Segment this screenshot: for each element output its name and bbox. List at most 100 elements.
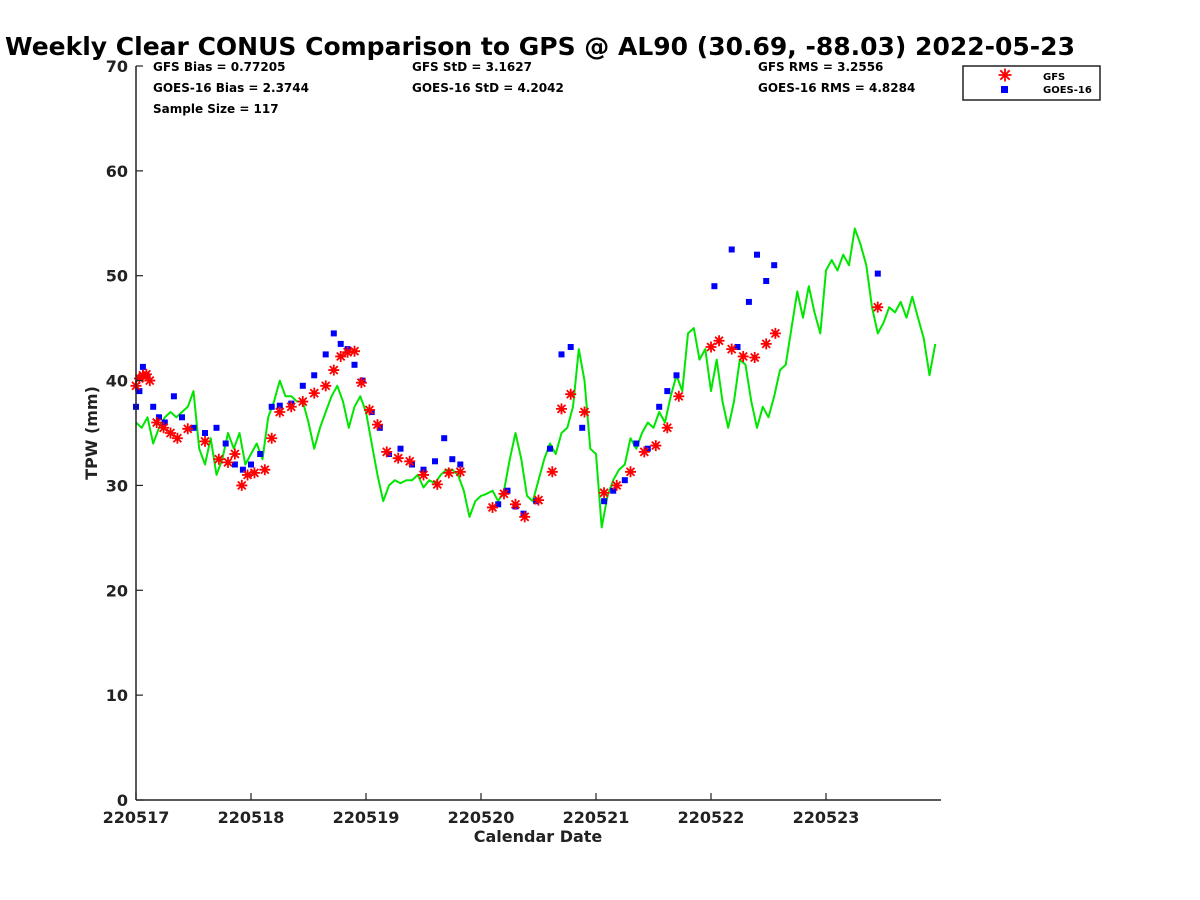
gfs-point	[519, 511, 531, 523]
x-tick-label: 220523	[793, 808, 860, 827]
goes-point	[579, 424, 586, 431]
gfs-point	[144, 375, 156, 387]
goes-point	[156, 414, 162, 421]
y-tick-label: 0	[117, 791, 128, 810]
x-tick-label: 220518	[218, 808, 285, 827]
goes-point	[547, 445, 553, 452]
goes-point	[322, 351, 329, 358]
gfs-point	[404, 455, 416, 467]
goes-point	[567, 344, 574, 350]
goes-point	[621, 477, 628, 484]
gfs-point	[236, 479, 248, 491]
gfs-point	[137, 369, 149, 381]
chart-title: Weekly Clear CONUS Comparison to GPS @ A…	[5, 32, 1075, 61]
gfs-point	[638, 446, 650, 458]
gfs-point	[673, 390, 685, 402]
x-tick-label: 220521	[563, 808, 630, 827]
gfs-point	[533, 494, 544, 506]
gfs-point	[151, 417, 163, 429]
goes-point	[179, 414, 185, 421]
gfs-point	[274, 406, 286, 418]
gfs-point	[546, 466, 558, 478]
goes-point	[449, 456, 456, 463]
goes-point	[656, 403, 663, 410]
goes-point	[311, 372, 318, 379]
y-tick-label: 20	[106, 581, 128, 600]
gfs-point	[320, 380, 332, 392]
goes-point	[711, 283, 718, 290]
y-tick-label: 30	[106, 476, 128, 495]
gfs-point	[213, 453, 225, 465]
gfs-point	[726, 343, 738, 355]
x-tick-label: 220519	[333, 808, 400, 827]
y-tick-label: 70	[106, 57, 128, 76]
y-tick-label: 10	[106, 686, 128, 705]
goes-point	[330, 330, 337, 337]
sample-size-text: Sample Size = 117	[153, 102, 279, 116]
gfs-rms-text: GFS RMS = 3.2556	[758, 60, 883, 74]
legend-gfs-marker	[998, 68, 1012, 82]
goes-point	[633, 440, 640, 447]
y-tick-label: 60	[106, 162, 128, 181]
y-ticks: 0 10 20 30 40 50 60 70	[106, 57, 143, 810]
gfs-point	[266, 432, 278, 444]
gfs-point	[598, 487, 610, 499]
goes-bias-text: GOES-16 Bias = 2.3744	[153, 81, 309, 95]
gfs-point	[611, 479, 623, 491]
legend: GFS GOES-16	[962, 65, 1101, 101]
gfs-point	[749, 352, 761, 364]
gfs-point	[222, 456, 234, 468]
x-ticks: 220517 220518 220519 220520 220521 220522 2205…	[103, 793, 860, 827]
gfs-point	[229, 448, 241, 460]
gfs-point	[579, 406, 590, 418]
goes-point	[337, 340, 344, 347]
gfs-point	[171, 432, 183, 444]
goes-point	[239, 466, 246, 473]
gfs-point	[165, 427, 176, 439]
goes-point	[222, 440, 229, 447]
goes-point	[745, 298, 752, 305]
gfs-point	[872, 301, 884, 313]
legend-gfs-label: GFS	[1043, 72, 1065, 83]
goes-point	[351, 361, 358, 368]
legend-gfs-asterisk	[998, 68, 1012, 82]
goes-point	[161, 419, 168, 426]
goes-point	[601, 498, 608, 505]
goes-point	[558, 351, 565, 358]
gfs-point	[259, 464, 271, 476]
gfs-point	[335, 350, 347, 362]
goes-point	[170, 393, 177, 400]
gfs-point	[705, 341, 717, 353]
gfs-point	[650, 440, 662, 452]
goes-point	[299, 382, 306, 389]
goes-point	[139, 363, 146, 370]
gfs-point	[381, 446, 393, 458]
gfs-point	[372, 419, 383, 431]
gfs-point	[308, 387, 320, 399]
gfs-bias-text: GFS Bias = 0.77205	[153, 60, 285, 74]
gfs-point	[363, 404, 375, 416]
legend-box	[962, 65, 1101, 101]
gps-series-line	[135, 227, 937, 529]
goes-point	[202, 430, 208, 436]
gfs-point	[285, 401, 297, 413]
goes-point	[231, 461, 238, 468]
gfs-point	[248, 467, 260, 479]
goes-point	[213, 424, 220, 431]
gfs-point	[454, 466, 466, 478]
goes-point	[397, 445, 404, 452]
goes-point	[520, 510, 527, 517]
goes-point	[610, 487, 617, 494]
goes-point	[457, 461, 464, 468]
gfs-point	[661, 422, 673, 434]
x-tick-label: 220517	[103, 808, 170, 827]
x-tick-label: 220522	[678, 808, 745, 827]
axes	[135, 66, 941, 801]
gfs-point	[349, 345, 360, 357]
goes-rms-text: GOES-16 RMS = 4.8284	[758, 81, 915, 95]
gfs-point	[760, 338, 772, 350]
goes-point	[276, 402, 283, 409]
goes-point	[771, 262, 778, 269]
